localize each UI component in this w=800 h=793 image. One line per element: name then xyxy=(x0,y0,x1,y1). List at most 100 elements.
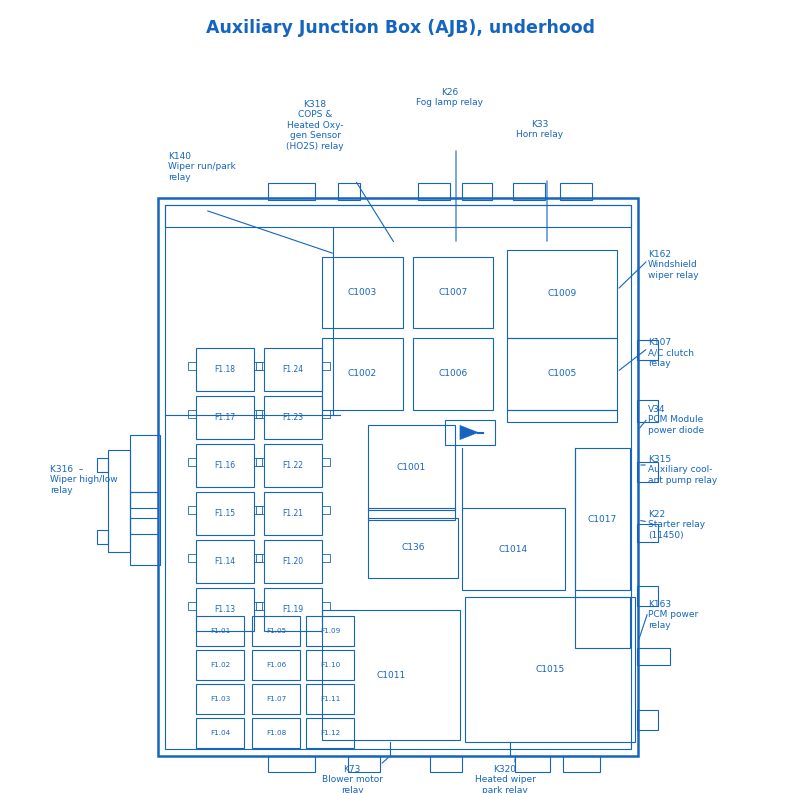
Bar xyxy=(306,616,354,646)
Text: K22
Starter relay
(11450): K22 Starter relay (11450) xyxy=(648,510,705,540)
Bar xyxy=(254,554,262,562)
Bar xyxy=(254,362,262,370)
Text: C1017: C1017 xyxy=(588,515,617,523)
Bar xyxy=(188,410,196,418)
Text: K320
Heated wiper
park relay: K320 Heated wiper park relay xyxy=(474,765,535,793)
Bar xyxy=(322,554,330,562)
Text: F1.02: F1.02 xyxy=(210,662,230,668)
Text: F1.09: F1.09 xyxy=(320,628,340,634)
Bar xyxy=(322,338,403,410)
Bar xyxy=(196,492,254,535)
Bar xyxy=(322,602,330,610)
Text: F1.21: F1.21 xyxy=(282,509,303,518)
Bar xyxy=(264,348,322,391)
Bar xyxy=(196,444,254,487)
Text: C1002: C1002 xyxy=(348,370,377,378)
Bar xyxy=(256,410,264,418)
Text: F1.06: F1.06 xyxy=(266,662,286,668)
Bar xyxy=(413,257,493,328)
Polygon shape xyxy=(460,426,478,439)
Text: F1.08: F1.08 xyxy=(266,730,286,736)
Text: F1.03: F1.03 xyxy=(210,696,230,702)
Bar xyxy=(322,362,330,370)
Bar xyxy=(575,597,630,648)
Text: F1.15: F1.15 xyxy=(214,509,235,518)
Bar xyxy=(97,458,108,472)
Bar xyxy=(268,183,315,200)
Bar xyxy=(254,458,262,466)
Bar xyxy=(97,530,108,544)
Text: F1.01: F1.01 xyxy=(210,628,230,634)
Bar xyxy=(158,198,638,756)
Bar xyxy=(196,650,244,680)
Text: K73
Blower motor
relay: K73 Blower motor relay xyxy=(322,765,382,793)
Bar xyxy=(513,183,545,200)
Bar xyxy=(256,506,264,514)
Bar xyxy=(322,610,460,740)
Bar xyxy=(188,506,196,514)
Text: K318
COPS &
Heated Oxy-
gen Sensor
(HO2S) relay: K318 COPS & Heated Oxy- gen Sensor (HO2S… xyxy=(286,100,344,151)
Text: V34
PCM Module
power diode: V34 PCM Module power diode xyxy=(648,405,704,435)
Bar xyxy=(348,756,380,772)
Bar xyxy=(368,425,455,510)
Bar xyxy=(188,602,196,610)
Bar xyxy=(507,250,617,338)
Text: F1.23: F1.23 xyxy=(282,413,303,422)
Bar xyxy=(196,396,254,439)
Bar xyxy=(130,492,158,508)
Bar xyxy=(413,338,493,410)
Bar xyxy=(322,257,403,328)
Text: Auxiliary Junction Box (AJB), underhood: Auxiliary Junction Box (AJB), underhood xyxy=(206,19,594,37)
Bar xyxy=(254,410,262,418)
Bar xyxy=(196,718,244,748)
Bar xyxy=(637,462,658,482)
Bar xyxy=(264,492,322,535)
Text: K26
Fog lamp relay: K26 Fog lamp relay xyxy=(417,88,483,107)
Text: C1005: C1005 xyxy=(547,370,577,378)
Text: F1.16: F1.16 xyxy=(214,461,235,470)
Text: F1.19: F1.19 xyxy=(282,605,303,614)
Bar xyxy=(268,756,315,772)
Bar xyxy=(254,506,262,514)
Text: C1014: C1014 xyxy=(499,545,528,554)
Bar xyxy=(637,400,658,422)
Bar xyxy=(507,338,617,410)
Bar xyxy=(196,616,244,646)
Bar xyxy=(264,588,322,631)
Bar xyxy=(165,205,631,749)
Bar xyxy=(130,435,160,565)
Text: F1.17: F1.17 xyxy=(214,413,235,422)
Text: C1007: C1007 xyxy=(438,288,468,297)
Text: C1001: C1001 xyxy=(397,463,426,472)
Bar xyxy=(515,756,550,772)
Bar xyxy=(165,205,631,227)
Bar xyxy=(306,684,354,714)
Text: F1.14: F1.14 xyxy=(214,557,235,566)
Text: F1.10: F1.10 xyxy=(320,662,340,668)
Bar xyxy=(445,420,495,445)
Bar xyxy=(256,458,264,466)
Bar xyxy=(637,586,658,606)
Text: K107
A/C clutch
relay: K107 A/C clutch relay xyxy=(648,338,694,368)
Text: C1015: C1015 xyxy=(535,665,565,674)
Bar xyxy=(188,362,196,370)
Text: K140
Wiper run/park
relay: K140 Wiper run/park relay xyxy=(168,152,236,182)
Bar xyxy=(368,518,458,578)
Bar xyxy=(264,540,322,583)
Bar xyxy=(252,616,300,646)
Bar xyxy=(108,450,130,552)
Bar xyxy=(264,396,322,439)
Text: C1006: C1006 xyxy=(438,370,468,378)
Bar xyxy=(196,540,254,583)
Text: F1.07: F1.07 xyxy=(266,696,286,702)
Text: K316  –
Wiper high/low
relay: K316 – Wiper high/low relay xyxy=(50,465,118,495)
Bar xyxy=(465,597,635,742)
Text: C1009: C1009 xyxy=(547,289,577,298)
Bar xyxy=(252,718,300,748)
Bar xyxy=(188,554,196,562)
Bar xyxy=(264,444,322,487)
Bar xyxy=(637,340,658,360)
Bar xyxy=(563,756,600,772)
Bar xyxy=(256,362,264,370)
Text: K315
Auxiliary cool-
ant pump relay: K315 Auxiliary cool- ant pump relay xyxy=(648,455,718,485)
